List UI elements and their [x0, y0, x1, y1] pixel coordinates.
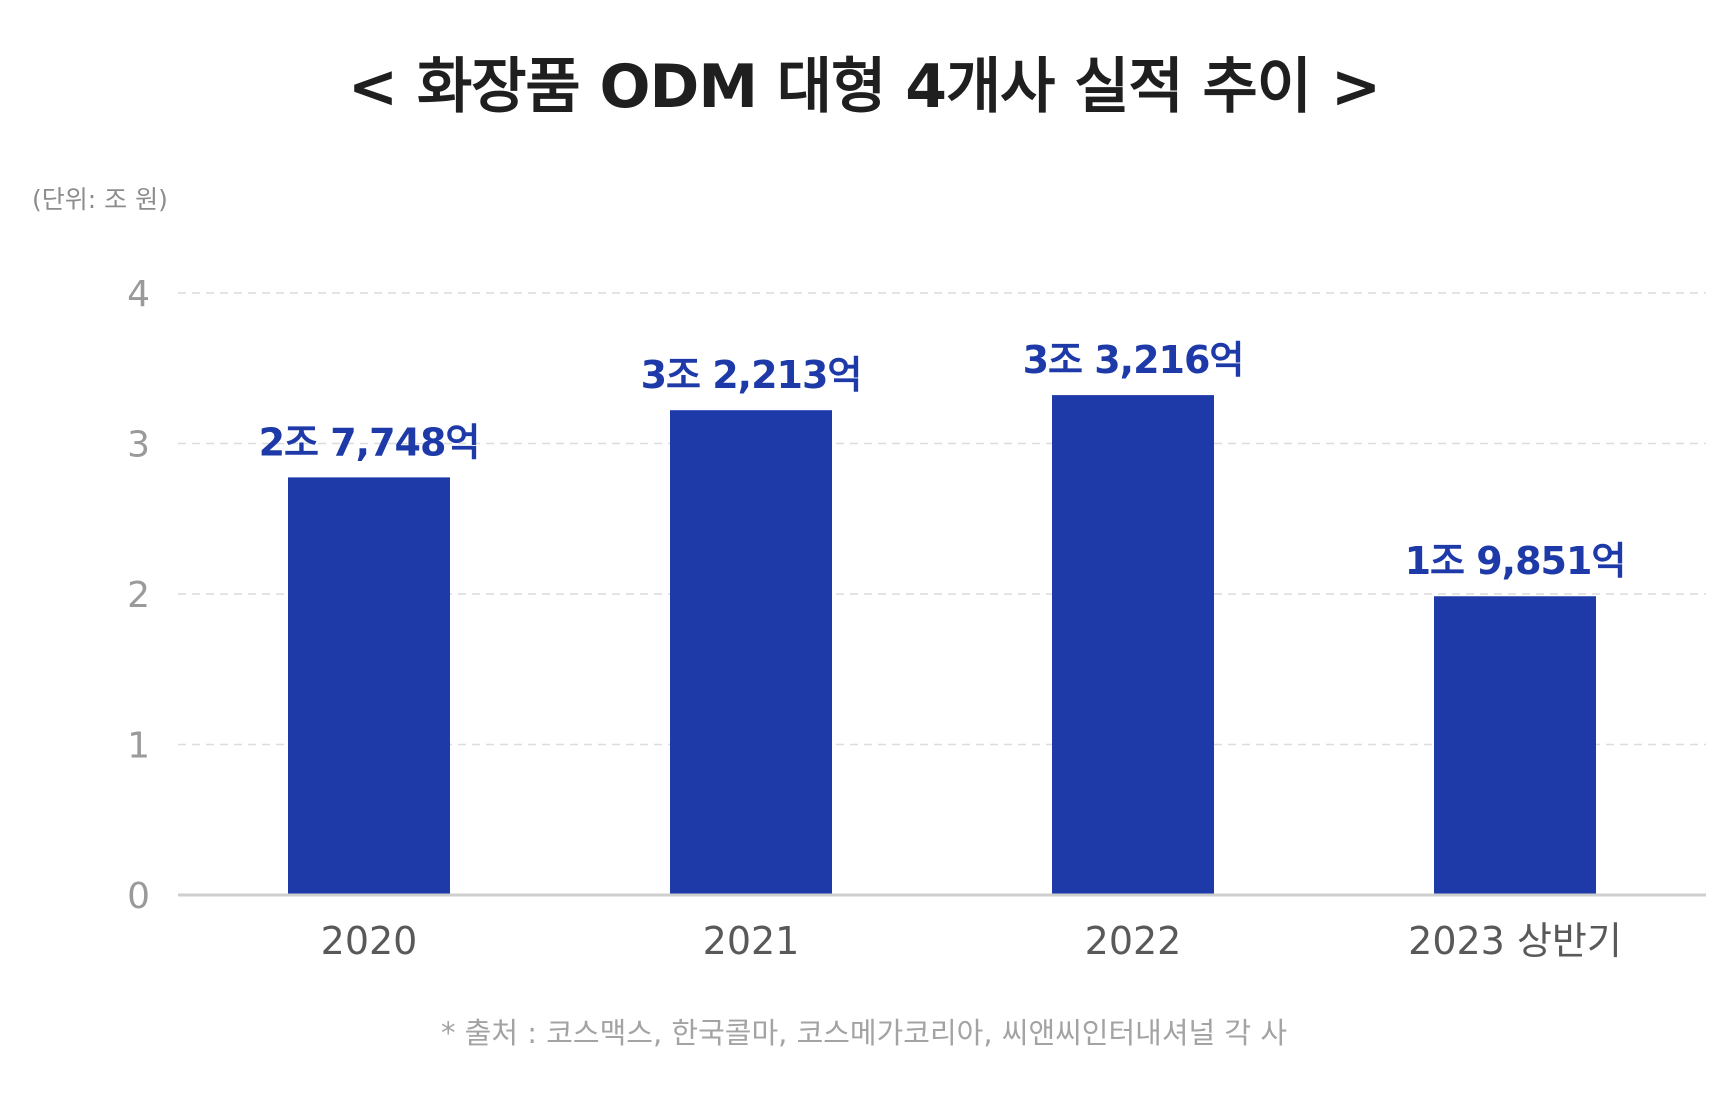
data-label: 1조 9,851억 [1405, 539, 1626, 583]
bar [1052, 395, 1214, 895]
bar [1434, 596, 1596, 895]
y-tick-label: 2 [127, 575, 150, 616]
data-label: 3조 3,216억 [1023, 338, 1244, 382]
unit-label: (단위: 조 원) [32, 185, 168, 214]
chart-title: < 화장품 ODM 대형 4개사 실적 추이 > [347, 52, 1381, 122]
x-category-label: 2021 [703, 919, 800, 963]
x-category-label: 2022 [1085, 919, 1182, 963]
x-category-label: 2020 [321, 919, 418, 963]
bars [288, 395, 1596, 895]
bar [288, 477, 450, 895]
y-tick-label: 4 [127, 274, 150, 315]
data-label: 2조 7,748억 [259, 420, 480, 464]
bar [670, 410, 832, 895]
y-tick-label: 1 [127, 726, 150, 767]
data-labels: 2조 7,748억 3조 2,213억 3조 3,216억 1조 9,851억 [259, 338, 1627, 583]
y-tick-label: 0 [127, 876, 150, 917]
source-note: * 출처 : 코스맥스, 한국콜마, 코스메가코리아, 씨앤씨인터내셔널 각 사 [440, 1016, 1288, 1050]
y-axis-ticks: 0 1 2 3 4 [127, 274, 150, 917]
x-category-label: 2023 상반기 [1408, 919, 1622, 963]
data-label: 3조 2,213억 [641, 353, 862, 397]
y-tick-label: 3 [127, 425, 150, 466]
x-axis-categories: 2020 2021 2022 2023 상반기 [321, 919, 1622, 963]
